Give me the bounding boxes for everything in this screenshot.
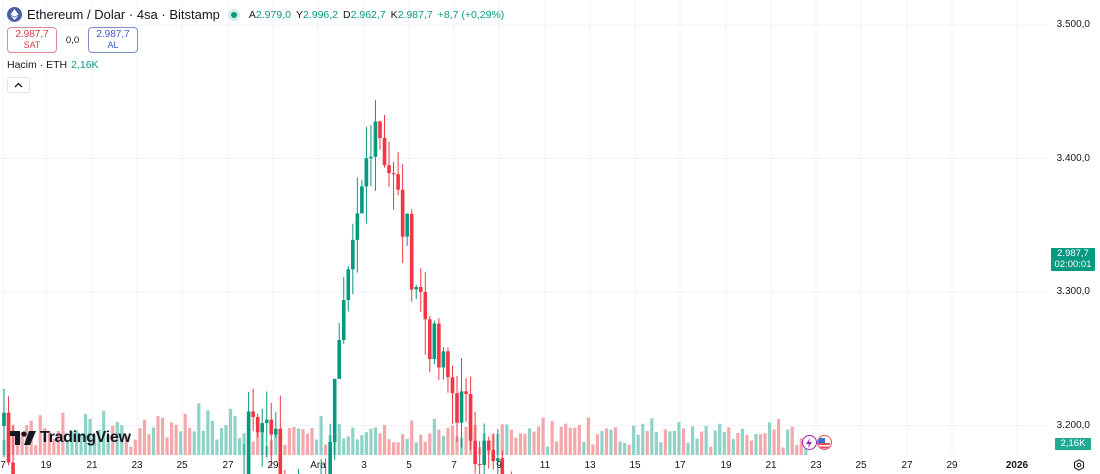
time-axis-label: 19: [720, 460, 732, 471]
volume-legend[interactable]: Hacim · ETH 2,16K: [7, 59, 99, 71]
event-flash-icon[interactable]: [802, 435, 817, 450]
spread-value: 0,0: [65, 34, 80, 46]
time-axis-label: 21: [86, 460, 98, 471]
time-axis-label: 23: [131, 460, 143, 471]
time-axis-label: 2026: [1005, 460, 1029, 471]
us-economic-event-icon[interactable]: [817, 435, 832, 450]
time-axis-label: 3: [361, 460, 367, 471]
time-axis-label: 7: [0, 460, 6, 471]
time-axis-label: 13: [584, 460, 596, 471]
volume-tag: 2,16K: [1055, 438, 1091, 450]
buy-label: AL: [107, 40, 119, 50]
time-axis-label: 23: [810, 460, 822, 471]
current-price-tag: 2.987,7 02:00:01: [1051, 248, 1095, 271]
time-axis-label: 11: [539, 460, 551, 471]
price-axis-label: 3.500,0: [1056, 19, 1090, 30]
ohlc-high: Y2.996,2: [295, 8, 339, 21]
settings-gear-icon[interactable]: [1073, 459, 1085, 471]
time-axis-label: 9: [496, 460, 502, 471]
time-axis-label: 15: [629, 460, 641, 471]
time-axis-label: 27: [222, 460, 234, 471]
trade-panel: 2.987,7 SAT 0,0 2.987,7 AL: [7, 27, 138, 53]
buy-price: 2.987,7: [96, 29, 130, 40]
market-open-icon: [227, 8, 240, 21]
current-price: 2.987,7: [1057, 248, 1089, 259]
bar-countdown: 02:00:01: [1054, 258, 1092, 270]
price-axis-label: 3.200,0: [1056, 419, 1090, 431]
time-axis-label: Ara: [310, 460, 326, 471]
price-axis-label: 3.300,0: [1056, 286, 1090, 297]
ohlc-low: D2.962,7: [343, 8, 386, 21]
ohlc-open: A2.979,0: [248, 8, 291, 21]
ethereum-icon: [7, 7, 22, 22]
price-change: +8,7 (+0,29%): [437, 8, 505, 21]
time-axis-label: 29: [946, 460, 958, 471]
time-axis-label: 7: [451, 460, 457, 471]
chevron-up-icon: [14, 82, 23, 88]
time-axis-label: 25: [176, 460, 188, 471]
sell-label: SAT: [23, 40, 41, 50]
time-axis-label: 25: [855, 460, 867, 471]
time-axis-label: 19: [40, 460, 52, 471]
time-axis-label: 21: [765, 460, 777, 471]
collapse-legend-button[interactable]: [7, 77, 30, 93]
volume-value: 2,16K: [71, 59, 99, 71]
time-axis-label: 5: [406, 460, 412, 471]
tradingview-logo[interactable]: TradingView: [10, 429, 131, 447]
price-axis-label: 3.400,0: [1056, 152, 1090, 164]
ohlc-close: K2.987,7: [390, 8, 433, 21]
time-axis-label: 29: [267, 460, 279, 471]
time-axis-label: 17: [674, 460, 686, 471]
symbol-title[interactable]: Ethereum / Dolar · 4sa · Bitstamp: [27, 7, 220, 22]
sell-price: 2.987,7: [15, 29, 49, 40]
buy-button[interactable]: 2.987,7 AL: [88, 27, 138, 53]
symbol-legend: Ethereum / Dolar · 4sa · Bitstamp A2.979…: [7, 7, 504, 22]
tradingview-logo-text: TradingView: [40, 429, 131, 446]
volume-label: Hacim · ETH: [7, 59, 68, 71]
tradingview-logo-icon: [10, 431, 36, 445]
time-axis-label: 27: [901, 460, 913, 471]
sell-button[interactable]: 2.987,7 SAT: [7, 27, 57, 53]
